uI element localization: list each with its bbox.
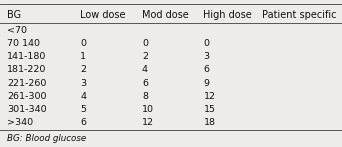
Text: High dose: High dose bbox=[203, 10, 252, 20]
Text: BG: BG bbox=[7, 10, 21, 20]
Text: 0: 0 bbox=[142, 39, 148, 48]
Text: Patient specific: Patient specific bbox=[262, 10, 336, 20]
Text: 6: 6 bbox=[203, 65, 210, 74]
Text: BG: Blood glucose: BG: Blood glucose bbox=[7, 134, 86, 143]
Text: 0: 0 bbox=[203, 39, 210, 48]
Text: 1: 1 bbox=[80, 52, 87, 61]
Text: 70 140: 70 140 bbox=[7, 39, 40, 48]
Text: 261-300: 261-300 bbox=[7, 92, 46, 101]
Text: 0: 0 bbox=[80, 39, 87, 48]
Text: >340: >340 bbox=[7, 118, 33, 127]
Text: 301-340: 301-340 bbox=[7, 105, 47, 114]
Text: 9: 9 bbox=[203, 78, 210, 88]
Text: 8: 8 bbox=[142, 92, 148, 101]
Text: 18: 18 bbox=[203, 118, 215, 127]
Text: 2: 2 bbox=[142, 52, 148, 61]
Text: 5: 5 bbox=[80, 105, 87, 114]
Text: 4: 4 bbox=[142, 65, 148, 74]
Text: 12: 12 bbox=[203, 92, 215, 101]
Text: 181-220: 181-220 bbox=[7, 65, 46, 74]
Text: Low dose: Low dose bbox=[80, 10, 126, 20]
Text: 10: 10 bbox=[142, 105, 154, 114]
Text: 141-180: 141-180 bbox=[7, 52, 46, 61]
Text: 3: 3 bbox=[203, 52, 210, 61]
Text: 2: 2 bbox=[80, 65, 87, 74]
Text: 221-260: 221-260 bbox=[7, 78, 46, 88]
Text: 6: 6 bbox=[80, 118, 87, 127]
Text: 12: 12 bbox=[142, 118, 154, 127]
Text: 6: 6 bbox=[142, 78, 148, 88]
Text: 4: 4 bbox=[80, 92, 87, 101]
Text: Mod dose: Mod dose bbox=[142, 10, 189, 20]
Text: 3: 3 bbox=[80, 78, 87, 88]
Text: 15: 15 bbox=[203, 105, 215, 114]
Text: <70: <70 bbox=[7, 26, 27, 35]
